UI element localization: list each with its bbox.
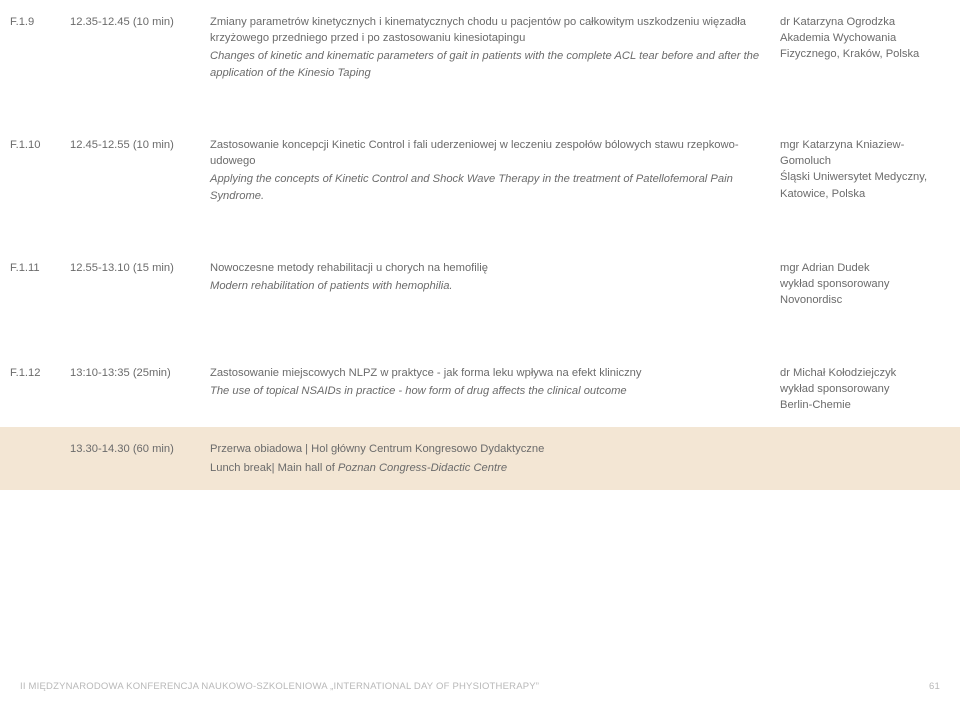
break-en-prefix: Lunch break| Main hall of bbox=[210, 462, 338, 474]
row-spacer bbox=[0, 323, 960, 351]
row-spacer bbox=[0, 95, 960, 123]
break-en-suffix: Poznan Congress-Didactic Centre bbox=[338, 462, 507, 474]
author-line: Śląski Uniwersytet Medyczny, Katowice, P… bbox=[780, 169, 950, 201]
title-en: Modern rehabilitation of patients with h… bbox=[210, 278, 760, 294]
schedule-table: F.1.9 12.35-12.45 (10 min) Zmiany parame… bbox=[0, 0, 960, 490]
row-spacer bbox=[0, 218, 960, 246]
session-author: mgr Katarzyna Kniaziew-Gomoluch Śląski U… bbox=[770, 123, 960, 218]
title-en: Applying the concepts of Kinetic Control… bbox=[210, 171, 760, 203]
page-footer: II MIĘDZYNARODOWA KONFERENCJA NAUKOWO-SZ… bbox=[20, 681, 940, 692]
author-line: wykład sponsorowany bbox=[780, 381, 950, 397]
session-desc: Przerwa obiadowa | Hol główny Centrum Ko… bbox=[200, 427, 770, 489]
session-time: 12.35-12.45 (10 min) bbox=[60, 0, 200, 95]
session-id: F.1.10 bbox=[0, 123, 60, 218]
author-line: Akademia Wychowania Fizycznego, Kraków, … bbox=[780, 30, 950, 62]
session-id: F.1.12 bbox=[0, 351, 60, 428]
author-line: Berlin-Chemie bbox=[780, 397, 950, 413]
author-line: dr Katarzyna Ogrodzka bbox=[780, 14, 950, 30]
page-root: F.1.9 12.35-12.45 (10 min) Zmiany parame… bbox=[0, 0, 960, 706]
title-en: Changes of kinetic and kinematic paramet… bbox=[210, 48, 760, 80]
session-desc: Zastosowanie miejscowych NLPZ w praktyce… bbox=[200, 351, 770, 428]
table-row: F.1.12 13:10-13:35 (25min) Zastosowanie … bbox=[0, 351, 960, 428]
session-author: dr Katarzyna Ogrodzka Akademia Wychowani… bbox=[770, 0, 960, 95]
session-author: mgr Adrian Dudek wykład sponsorowany Nov… bbox=[770, 246, 960, 323]
table-row: F.1.11 12.55-13.10 (15 min) Nowoczesne m… bbox=[0, 246, 960, 323]
title-en: Lunch break| Main hall of Poznan Congres… bbox=[210, 460, 760, 476]
session-author bbox=[770, 427, 960, 489]
footer-left: II MIĘDZYNARODOWA KONFERENCJA NAUKOWO-SZ… bbox=[20, 681, 539, 692]
session-time: 12.55-13.10 (15 min) bbox=[60, 246, 200, 323]
title-pl: Zmiany parametrów kinetycznych i kinemat… bbox=[210, 14, 760, 46]
title-pl: Przerwa obiadowa | Hol główny Centrum Ko… bbox=[210, 441, 760, 457]
session-desc: Zastosowanie koncepcji Kinetic Control i… bbox=[200, 123, 770, 218]
session-time: 13:10-13:35 (25min) bbox=[60, 351, 200, 428]
table-row: F.1.10 12.45-12.55 (10 min) Zastosowanie… bbox=[0, 123, 960, 218]
break-row: 13.30-14.30 (60 min) Przerwa obiadowa | … bbox=[0, 427, 960, 489]
session-author: dr Michał Kołodziejczyk wykład sponsorow… bbox=[770, 351, 960, 428]
session-id: F.1.9 bbox=[0, 0, 60, 95]
session-id: F.1.11 bbox=[0, 246, 60, 323]
author-line: wykład sponsorowany Novonordisc bbox=[780, 276, 950, 308]
session-id bbox=[0, 427, 60, 489]
session-time: 13.30-14.30 (60 min) bbox=[60, 427, 200, 489]
author-line: mgr Adrian Dudek bbox=[780, 260, 950, 276]
title-pl: Nowoczesne metody rehabilitacji u choryc… bbox=[210, 260, 760, 276]
title-en: The use of topical NSAIDs in practice - … bbox=[210, 383, 760, 399]
footer-right: 61 bbox=[929, 681, 940, 692]
author-line: mgr Katarzyna Kniaziew-Gomoluch bbox=[780, 137, 950, 169]
session-desc: Zmiany parametrów kinetycznych i kinemat… bbox=[200, 0, 770, 95]
title-pl: Zastosowanie koncepcji Kinetic Control i… bbox=[210, 137, 760, 169]
session-desc: Nowoczesne metody rehabilitacji u choryc… bbox=[200, 246, 770, 323]
session-time: 12.45-12.55 (10 min) bbox=[60, 123, 200, 218]
title-pl: Zastosowanie miejscowych NLPZ w praktyce… bbox=[210, 365, 760, 381]
author-line: dr Michał Kołodziejczyk bbox=[780, 365, 950, 381]
table-row: F.1.9 12.35-12.45 (10 min) Zmiany parame… bbox=[0, 0, 960, 95]
